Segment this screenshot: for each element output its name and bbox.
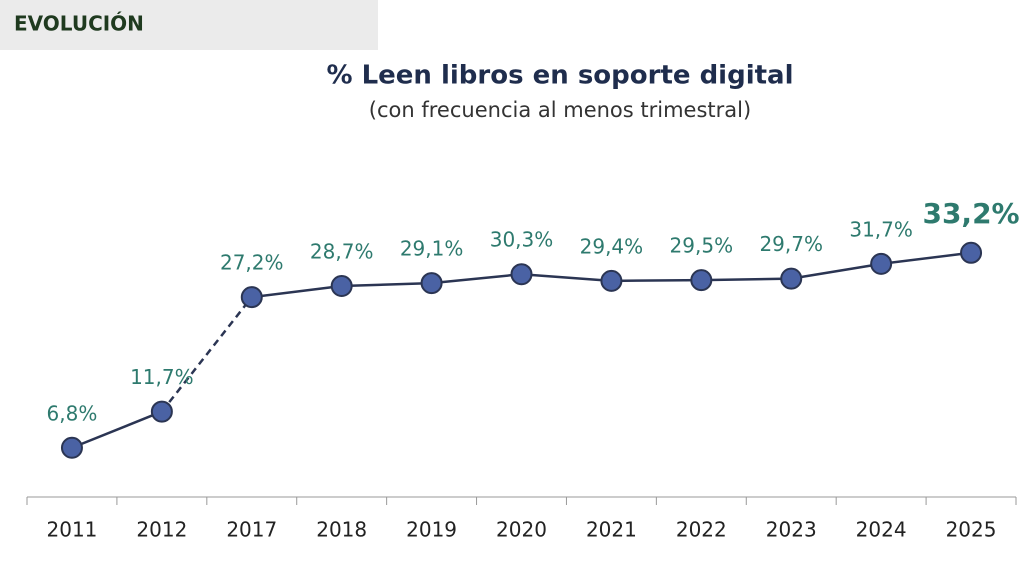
x-tick-label: 2011 [47,518,98,542]
marker [960,241,983,264]
marker [600,269,623,292]
header-box [0,0,378,50]
marker [870,252,893,275]
value-label: 29,4% [580,234,644,258]
value-label: 33,2% [922,197,1019,230]
x-tick-label: 2020 [496,518,547,542]
marker [690,269,713,292]
line-segment [160,296,253,413]
marker [240,286,263,309]
x-tick-label: 2017 [226,518,277,542]
line-segment [341,281,432,288]
x-tick-label: 2023 [766,518,817,542]
marker [330,275,353,298]
value-label: 29,1% [400,237,464,261]
chart-subtitle: (con frecuencia al menos trimestral) [369,98,751,122]
value-label: 11,7% [130,365,194,389]
value-label: 31,7% [849,217,913,241]
header-title: EVOLUCIÓN [14,12,144,36]
x-tick-label: 2021 [586,518,637,542]
x-tick-label: 2012 [136,518,187,542]
line-segment [611,278,702,283]
value-label: 28,7% [310,240,374,264]
line-segment [701,277,792,282]
line-segment [71,410,163,449]
value-label: 27,2% [220,251,284,275]
value-label: 30,3% [490,228,554,252]
marker [420,272,443,295]
value-label: 29,5% [670,234,734,258]
x-tick-label: 2018 [316,518,367,542]
x-tick-label: 2019 [406,518,457,542]
line-segment [791,262,882,280]
line-segment [880,251,972,266]
marker [510,263,533,286]
marker [150,400,173,423]
marker [780,267,803,290]
line-segment [431,272,522,285]
x-tick-label: 2024 [856,518,907,542]
chart-title: % Leen libros en soporte digital [326,61,793,91]
line-segment [521,272,612,283]
x-tick-label: 2025 [946,518,997,542]
value-label: 29,7% [759,232,823,256]
x-tick-label: 2022 [676,518,727,542]
line-segment [251,284,342,299]
value-label: 6,8% [47,401,98,425]
marker [60,436,83,459]
